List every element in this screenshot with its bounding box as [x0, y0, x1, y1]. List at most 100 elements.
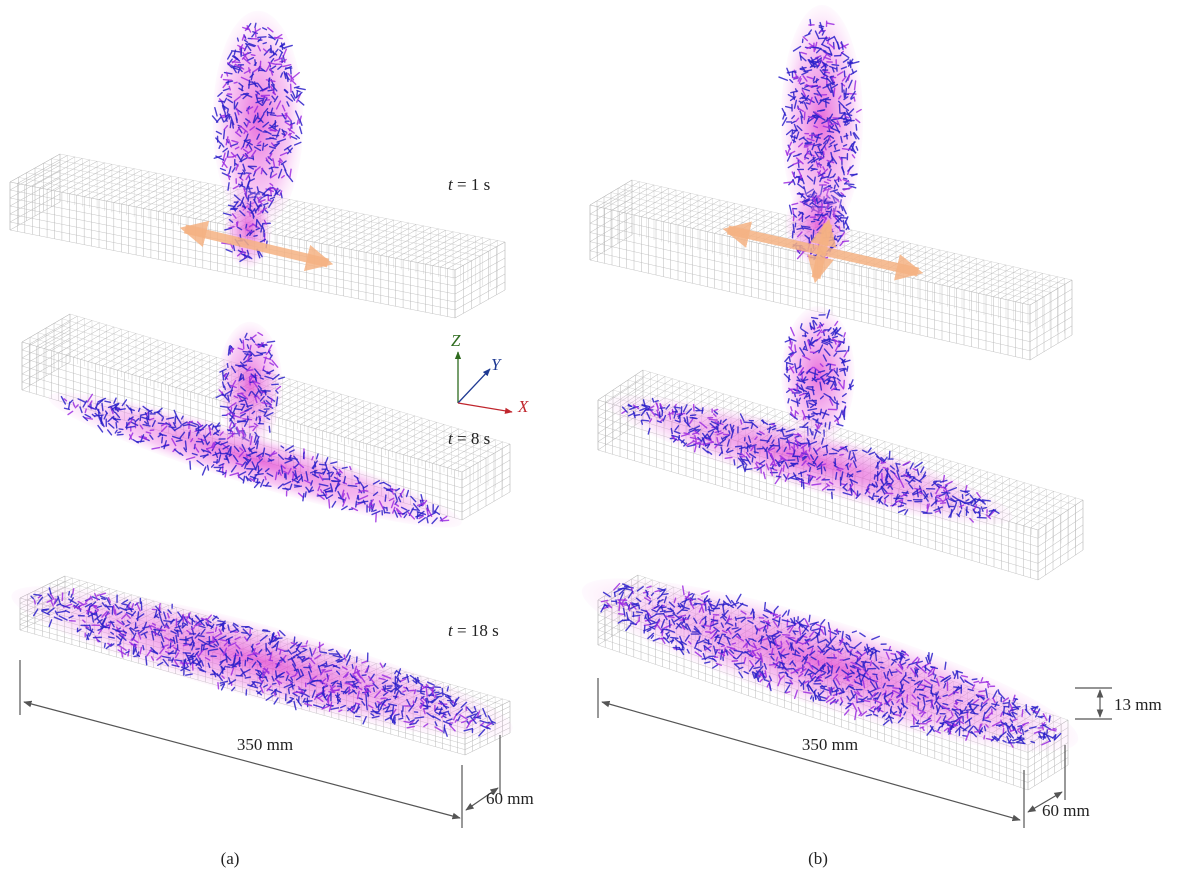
particle — [232, 62, 240, 63]
particle — [800, 69, 804, 70]
particle — [655, 401, 658, 402]
particle — [805, 142, 811, 143]
particle — [983, 508, 986, 509]
particle — [283, 489, 290, 490]
particle — [734, 460, 735, 465]
particle — [745, 466, 746, 471]
particle — [238, 38, 239, 41]
particle — [234, 50, 235, 54]
particle — [871, 661, 872, 665]
particle — [843, 241, 849, 242]
particle — [115, 407, 119, 408]
particle — [256, 220, 257, 227]
particle — [812, 61, 818, 62]
particle — [413, 701, 414, 704]
particle — [263, 143, 264, 150]
particle — [802, 371, 803, 380]
particle — [792, 131, 793, 138]
particle — [277, 115, 286, 116]
particle — [155, 412, 160, 413]
particle — [435, 692, 439, 693]
particle — [85, 409, 86, 412]
particle — [783, 635, 790, 636]
particle — [242, 249, 243, 252]
particle — [269, 639, 270, 642]
particle — [981, 703, 982, 707]
particle — [221, 115, 225, 116]
particle — [824, 454, 827, 455]
particle — [844, 380, 845, 387]
particle — [71, 594, 72, 597]
particle — [843, 220, 844, 227]
particle — [979, 508, 980, 517]
particle — [677, 414, 685, 415]
particle — [842, 484, 846, 485]
particle — [822, 204, 823, 210]
particle — [832, 666, 833, 673]
particle — [811, 47, 818, 48]
particle — [90, 625, 91, 630]
particle — [690, 418, 695, 419]
particle — [295, 486, 302, 487]
particle — [280, 677, 284, 678]
particle — [73, 589, 74, 594]
particle — [830, 76, 833, 77]
particle — [828, 180, 831, 181]
particle — [187, 656, 195, 657]
particle — [432, 687, 433, 696]
particle — [813, 230, 814, 239]
cloud-glow — [2, 559, 522, 764]
particle — [301, 646, 307, 647]
particle — [102, 404, 103, 411]
particle — [691, 415, 696, 416]
particle — [807, 196, 810, 197]
particle — [328, 697, 329, 702]
particle — [273, 683, 276, 684]
particle — [250, 202, 251, 210]
particle — [133, 646, 134, 654]
particle — [814, 94, 818, 95]
particle — [810, 135, 819, 136]
particle — [642, 420, 649, 421]
particle — [881, 462, 885, 463]
particle — [416, 678, 417, 683]
particle — [246, 339, 249, 340]
particle — [417, 512, 418, 518]
particle — [34, 594, 41, 595]
particle — [854, 98, 855, 101]
particle — [844, 178, 847, 179]
particle — [280, 651, 281, 654]
particle — [426, 687, 427, 696]
particle — [800, 359, 801, 367]
particle — [937, 495, 942, 496]
particle — [783, 465, 784, 471]
particle — [263, 43, 266, 44]
particle — [257, 479, 258, 483]
particle — [224, 130, 225, 139]
particle — [837, 236, 841, 237]
particle — [279, 160, 280, 165]
particle — [767, 452, 768, 458]
particle — [185, 441, 186, 450]
particle — [246, 454, 247, 457]
particle — [800, 443, 807, 444]
particle — [269, 426, 270, 432]
particle — [366, 695, 367, 704]
particle — [741, 447, 742, 452]
particle — [373, 688, 374, 691]
particle — [832, 65, 839, 66]
particle — [434, 687, 440, 688]
particle — [803, 447, 804, 453]
particle — [807, 149, 808, 154]
particle — [270, 115, 275, 116]
particle-cloud — [2, 559, 522, 764]
particle — [641, 421, 642, 425]
particle — [176, 660, 182, 661]
particle — [294, 637, 295, 642]
particle — [798, 178, 799, 182]
particle — [851, 132, 852, 135]
particle — [717, 438, 718, 442]
particle — [143, 646, 144, 650]
particle — [326, 662, 327, 666]
particle — [721, 646, 724, 647]
